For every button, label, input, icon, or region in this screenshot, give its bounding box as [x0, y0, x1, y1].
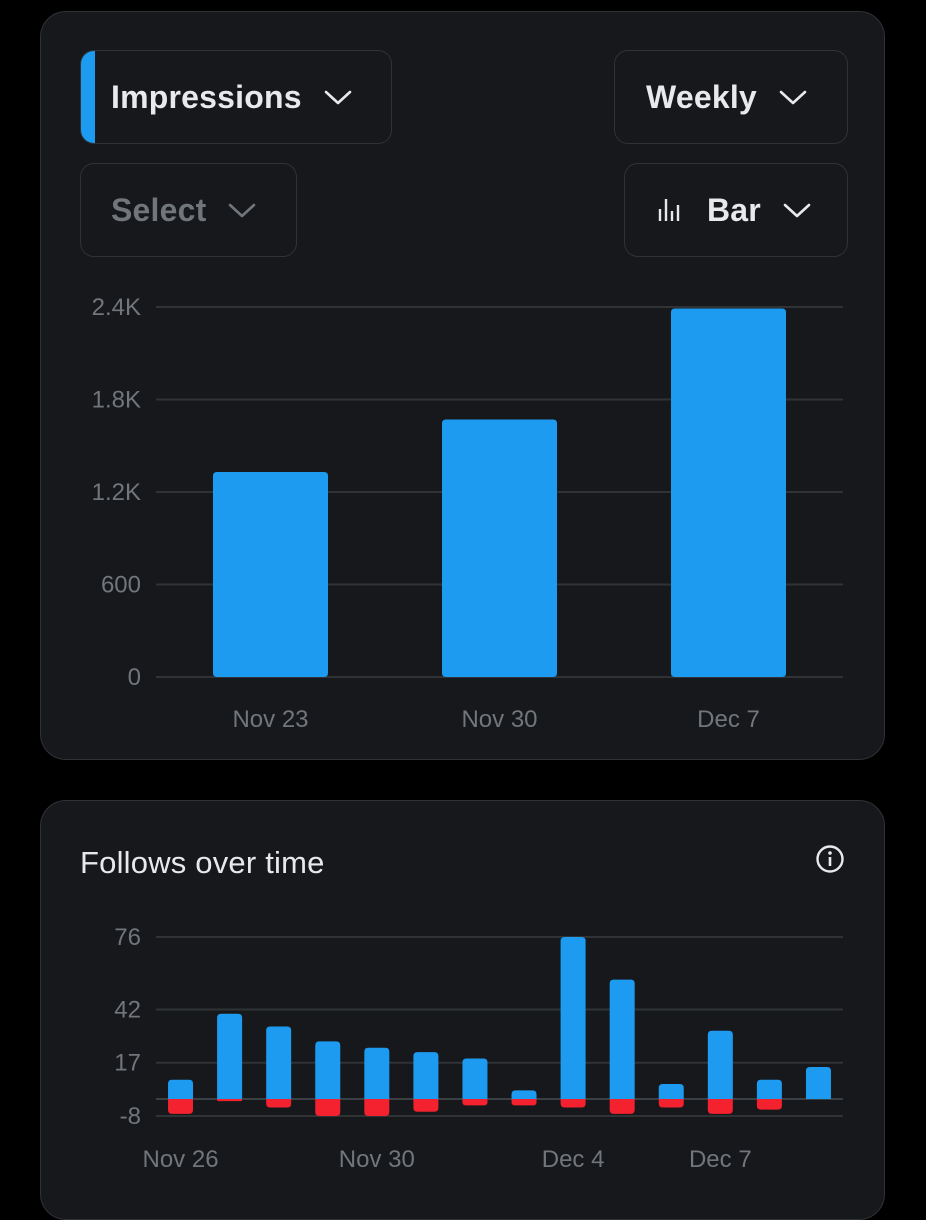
- metric-accent: [81, 51, 95, 143]
- y-tick-label: -8: [120, 1103, 141, 1130]
- y-tick-label: 1.2K: [92, 479, 141, 506]
- y-tick-label: 17: [114, 1050, 141, 1077]
- y-tick-label: 1.8K: [92, 387, 141, 414]
- chevron-down-icon: [779, 90, 807, 105]
- unfollows-bar: [217, 1098, 243, 1102]
- follows-bar: [462, 1058, 488, 1099]
- follows-bar: [805, 1066, 831, 1099]
- metric-label: Impressions: [111, 78, 302, 115]
- follows-bar: [707, 1030, 733, 1099]
- follows-bar: [217, 1013, 243, 1099]
- x-tick-label: Dec 4: [542, 1146, 605, 1173]
- follows-bar: [364, 1047, 390, 1099]
- chart-type-dropdown[interactable]: Bar: [624, 163, 848, 257]
- unfollows-bar: [462, 1098, 488, 1106]
- bar: [213, 471, 328, 677]
- period-label: Weekly: [646, 78, 757, 115]
- unfollows-bar: [609, 1098, 635, 1114]
- chart-type-label: Bar: [707, 191, 761, 228]
- info-icon[interactable]: [815, 844, 845, 874]
- follows-card: Follows over time -8 17 42 76 Nov 26 Nov 30 De…: [40, 800, 885, 1220]
- follows-bar: [511, 1090, 537, 1099]
- unfollows-bar: [364, 1098, 390, 1116]
- y-tick-label: 42: [114, 996, 141, 1023]
- follows-bar: [266, 1026, 292, 1099]
- follows-bar: [756, 1079, 782, 1099]
- bar: [442, 419, 557, 677]
- follows-bar: [560, 937, 586, 1099]
- chevron-down-icon: [324, 90, 352, 105]
- unfollows-bar: [756, 1098, 782, 1110]
- x-tick-label: Dec 7: [697, 706, 760, 733]
- follows-bar: [609, 979, 635, 1099]
- unfollows-bar: [315, 1098, 341, 1116]
- y-tick-label: 76: [114, 924, 141, 951]
- unfollows-bar: [707, 1098, 733, 1114]
- follows-bar: [658, 1084, 684, 1099]
- x-tick-label: Dec 7: [689, 1146, 752, 1173]
- unfollows-bar: [560, 1098, 586, 1108]
- bar: [671, 308, 786, 677]
- y-tick-label: 600: [101, 572, 141, 599]
- x-tick-label: Nov 26: [143, 1146, 219, 1173]
- period-dropdown[interactable]: Weekly: [614, 50, 848, 144]
- impressions-card: Impressions Weekly Select Bar 0 600 1.2K 1.…: [40, 11, 885, 760]
- bar-chart-icon: [658, 199, 680, 221]
- follows-bar: [413, 1052, 439, 1099]
- unfollows-bar: [413, 1098, 439, 1112]
- follows-bar: [315, 1041, 341, 1099]
- unfollows-bar: [168, 1098, 194, 1114]
- unfollows-bar: [658, 1098, 684, 1108]
- y-tick-label: 0: [128, 664, 141, 691]
- x-tick-label: Nov 30: [461, 706, 537, 733]
- unfollows-bar: [511, 1098, 537, 1106]
- compare-select-dropdown[interactable]: Select: [80, 163, 297, 257]
- follows-bar: [168, 1079, 194, 1099]
- unfollows-bar: [266, 1098, 292, 1108]
- metric-dropdown[interactable]: Impressions: [80, 50, 392, 144]
- impressions-bar-chart: 0 600 1.2K 1.8K 2.4K Nov 23 Nov 30 Dec 7: [92, 294, 843, 733]
- chevron-down-icon: [229, 203, 256, 218]
- x-tick-label: Nov 23: [232, 706, 308, 733]
- x-tick-label: Nov 30: [339, 1146, 415, 1173]
- follows-bar-chart: -8 17 42 76 Nov 26 Nov 30 Dec 4 Dec 7: [114, 924, 843, 1173]
- follows-title: Follows over time: [80, 845, 325, 880]
- y-tick-label: 2.4K: [92, 294, 141, 321]
- chevron-down-icon: [783, 203, 811, 218]
- compare-label: Select: [111, 191, 207, 228]
